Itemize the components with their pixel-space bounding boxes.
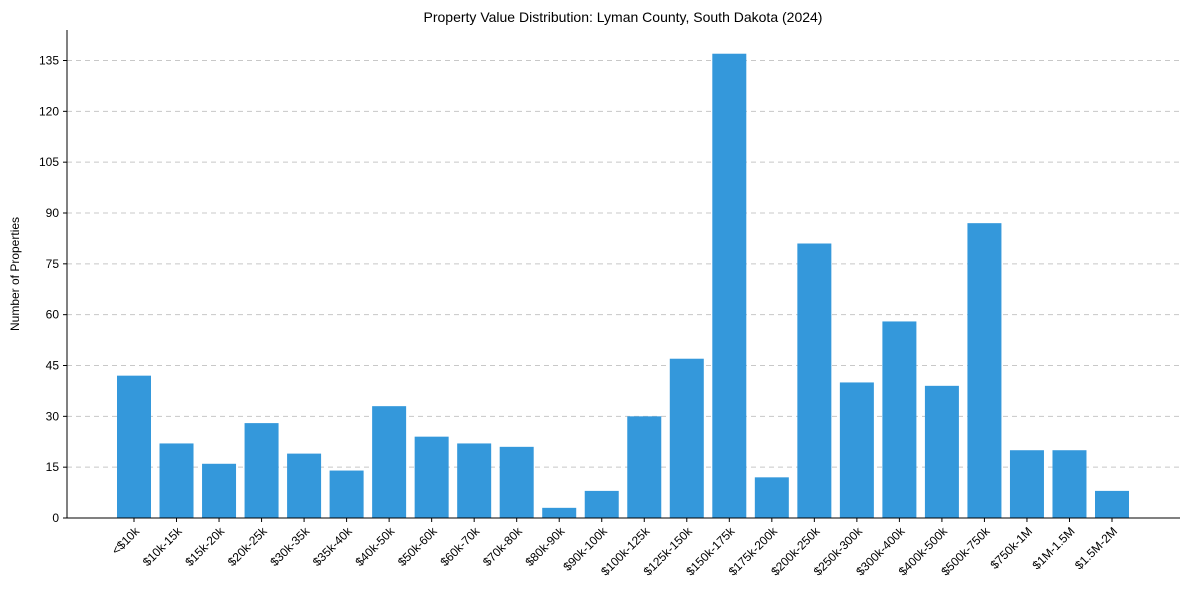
bar-14 <box>712 53 747 518</box>
bar-23 <box>1095 490 1129 518</box>
bar-9 <box>499 446 534 518</box>
y-tick-label: 90 <box>46 206 60 220</box>
y-tick-label: 75 <box>46 257 60 271</box>
bar-16 <box>797 243 832 518</box>
x-tick-label: $50k-60k <box>395 524 441 570</box>
y-tick-label: 30 <box>46 409 60 423</box>
y-tick-label: 0 <box>52 511 59 525</box>
bars <box>117 53 1129 518</box>
bar-7 <box>414 436 449 518</box>
x-tick-label: $1M-1.5M <box>1029 524 1077 572</box>
bar-17 <box>839 382 874 518</box>
bar-5 <box>329 470 364 518</box>
bar-13 <box>669 358 704 518</box>
bar-18 <box>882 321 917 518</box>
y-tick-label: 60 <box>46 308 60 322</box>
bar-20 <box>967 223 1002 518</box>
bar-6 <box>372 406 407 518</box>
x-tick-label: $20k-25k <box>225 524 271 570</box>
chart-title: Property Value Distribution: Lyman Count… <box>424 9 823 25</box>
bar-10 <box>542 507 577 518</box>
y-tick-label: 15 <box>46 460 60 474</box>
bar-22 <box>1052 450 1087 518</box>
y-axis-title: Number of Properties <box>8 217 22 331</box>
x-tick-label: $15k-20k <box>182 524 228 570</box>
bar-3 <box>244 423 279 518</box>
bar-4 <box>287 453 322 518</box>
x-tick-label: $30k-35k <box>267 524 313 570</box>
x-tick-label: $10k-15k <box>140 524 186 570</box>
x-tick-label: $1.5M-2M <box>1072 524 1120 572</box>
bar-2 <box>202 463 237 518</box>
x-tick-label: $750k-1M <box>987 524 1035 572</box>
bar-19 <box>924 385 959 518</box>
x-tick-label: <$10k <box>109 524 143 558</box>
x-tick-label: $70k-80k <box>480 524 526 570</box>
x-tick-label: $60k-70k <box>437 524 483 570</box>
bar-1 <box>159 443 194 518</box>
grid-lines <box>67 60 1180 468</box>
y-tick-label: 135 <box>39 54 59 68</box>
bar-15 <box>754 477 789 518</box>
bar-0 <box>117 375 151 518</box>
x-tick-label: $40k-50k <box>352 524 398 570</box>
x-axis-ticks: <$10k$10k-15k$15k-20k$20k-25k$30k-35k$35… <box>109 518 1120 578</box>
bar-21 <box>1009 450 1044 518</box>
x-tick-label: $35k-40k <box>310 524 356 570</box>
y-tick-label: 120 <box>39 104 59 118</box>
y-tick-label: 105 <box>39 155 59 169</box>
y-tick-label: 45 <box>46 359 60 373</box>
bar-12 <box>627 416 662 518</box>
y-axis-ticks: 0 15 30 45 60 75 90 105 120 135 <box>39 54 67 525</box>
bar-11 <box>584 490 619 518</box>
bar-8 <box>457 443 492 518</box>
